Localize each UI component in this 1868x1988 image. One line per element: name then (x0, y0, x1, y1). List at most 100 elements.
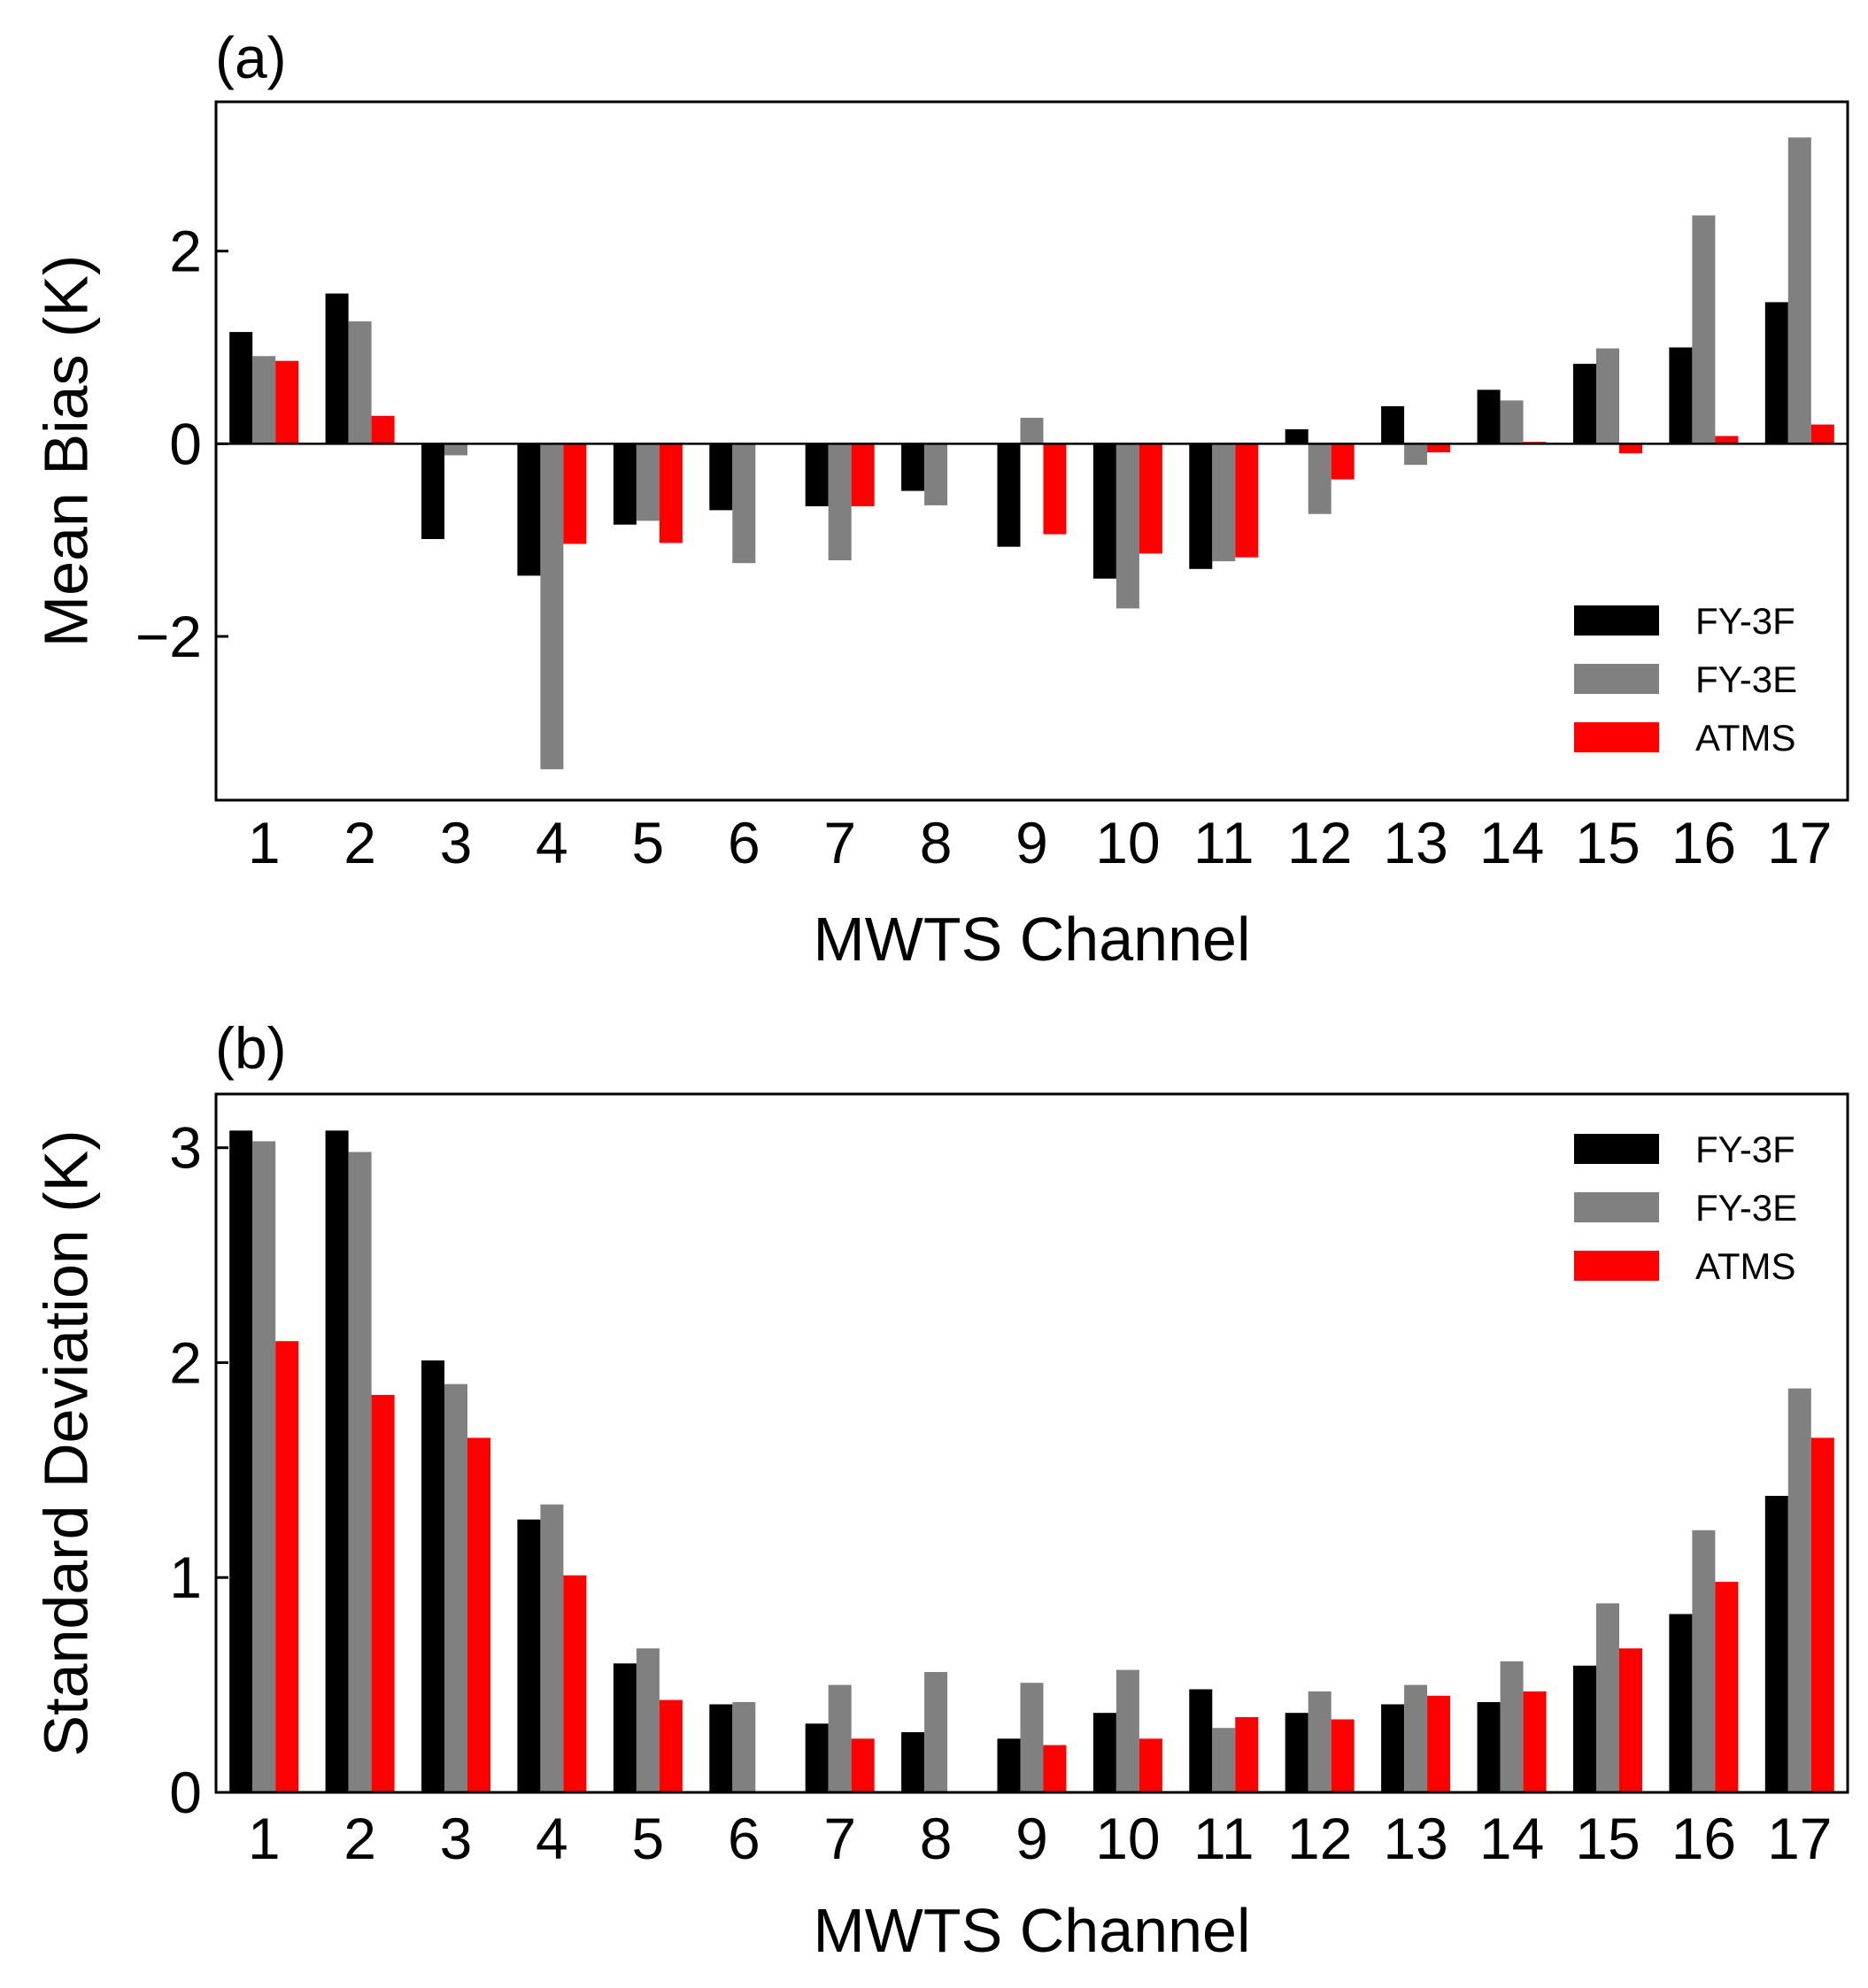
panel-a-bar-fy-3f-ch6 (709, 443, 733, 511)
panel-b-bar-fy-3e-ch5 (636, 1648, 660, 1792)
panel-a-x-ticks: 1 2 3 4 5 6 7 8 9 10 11 12 13 14 15 16 17 (248, 810, 1833, 875)
panel-a-x-tick-label: 15 (1575, 810, 1640, 875)
panel-b-bar-fy-3e-ch1 (252, 1141, 276, 1792)
panel-b-bar-fy-3e-ch14 (1500, 1661, 1524, 1792)
panel-a-y-tick-label: −2 (135, 604, 202, 669)
panel-b-bar-fy-3f-ch4 (517, 1519, 541, 1792)
panel-a: (a) −202 1 2 3 4 5 6 7 8 9 10 11 12 13 14 15 16 17 MWTS … (31, 25, 1849, 974)
panel-a-legend-label-atms: ATMS (1695, 717, 1796, 759)
panel-b-bar-atms-ch10 (1139, 1738, 1162, 1792)
panel-a-bar-fy-3f-ch10 (1092, 443, 1116, 579)
panel-a-bar-atms-ch11 (1235, 443, 1259, 558)
panel-b-bar-atms-ch4 (563, 1575, 587, 1792)
panel-a-bar-fy-3e-ch15 (1596, 348, 1619, 444)
panel-a-bar-fy-3f-ch2 (325, 293, 349, 444)
panel-a-bar-fy-3e-ch13 (1404, 443, 1428, 466)
panel-a-bar-fy-3f-ch9 (997, 443, 1021, 547)
panel-b-legend: FY-3F FY-3E ATMS (1574, 1129, 1797, 1287)
panel-a-x-tick-label: 3 (440, 810, 473, 875)
panel-b-frame (214, 1092, 1849, 1794)
panel-b-bar-fy-3e-ch4 (540, 1504, 564, 1792)
panel-b-x-tick-label: 10 (1095, 1806, 1160, 1871)
panel-a-bar-fy-3f-ch8 (901, 443, 925, 491)
panel-a-bar-fy-3f-ch4 (517, 443, 541, 576)
panel-b-legend-label-fy-3f: FY-3F (1695, 1129, 1795, 1170)
panel-b-bar-fy-3e-ch15 (1596, 1603, 1619, 1792)
panel-a-bar-fy-3f-ch11 (1189, 443, 1213, 569)
panel-a-y-ticks: −2 0 2 (135, 219, 228, 669)
panel-a-x-tick-label: 16 (1671, 810, 1736, 875)
panel-b-x-tick-label: 14 (1479, 1806, 1544, 1871)
panel-b-bar-fy-3f-ch14 (1477, 1702, 1501, 1792)
panel-a-bar-fy-3f-ch12 (1285, 429, 1308, 444)
panel-b-bar-fy-3e-ch9 (1020, 1683, 1044, 1792)
panel-b-bar-fy-3e-ch12 (1308, 1691, 1332, 1792)
panel-b-bar-atms-ch12 (1331, 1719, 1355, 1792)
panel-b-y-axis-title: Standard Deviation (K) (31, 1129, 100, 1756)
panel-a-bar-fy-3e-ch16 (1692, 215, 1716, 444)
panel-b-bar-fy-3f-ch2 (325, 1130, 349, 1792)
panel-b-label: (b) (215, 1015, 287, 1081)
panel-a-x-tick-label: 10 (1095, 810, 1160, 875)
panel-a-bar-atms-ch9 (1043, 443, 1067, 535)
panel-b-bar-atms-ch1 (275, 1341, 299, 1792)
panel-b-x-tick-label: 1 (248, 1806, 281, 1871)
panel-a-bar-atms-ch5 (659, 443, 683, 543)
panel-b-x-tick-label: 13 (1383, 1806, 1447, 1871)
panel-a-x-tick-label: 7 (823, 810, 856, 875)
panel-a-legend-swatch-fy-3f (1574, 605, 1659, 636)
panel-b-x-tick-label: 5 (632, 1806, 665, 1871)
panel-a-bar-atms-ch17 (1810, 424, 1834, 444)
panel-a-x-tick-label: 12 (1287, 810, 1352, 875)
panel-b-bar-atms-ch17 (1810, 1437, 1834, 1792)
panel-b-x-tick-label: 12 (1287, 1806, 1352, 1871)
panel-a-x-tick-label: 9 (1015, 810, 1048, 875)
panel-b-bar-fy-3e-ch7 (828, 1684, 852, 1792)
panel-b-x-ticks: 1 2 3 4 5 6 7 8 9 10 11 12 13 14 15 16 17 (248, 1806, 1833, 1871)
panel-b-bar-fy-3e-ch11 (1212, 1728, 1236, 1792)
panel-b-bar-fy-3e-ch6 (732, 1702, 756, 1792)
panel-b-bars (229, 1130, 1834, 1792)
panel-b-bar-fy-3e-ch2 (348, 1152, 372, 1792)
panel-b-x-tick-label: 8 (920, 1806, 953, 1871)
panel-b-y-tick-label: 2 (169, 1329, 202, 1395)
panel-a-bar-fy-3e-ch4 (540, 443, 564, 770)
panel-a-y-tick-label: 2 (169, 219, 202, 284)
panel-b-bar-fy-3e-ch8 (924, 1672, 948, 1792)
panel-b-bar-atms-ch2 (371, 1394, 395, 1792)
panel-b-bar-fy-3f-ch17 (1764, 1496, 1788, 1792)
panel-b-bar-atms-ch13 (1427, 1695, 1451, 1792)
panel-b-bar-fy-3f-ch12 (1285, 1713, 1308, 1792)
panel-b-x-tick-label: 15 (1575, 1806, 1640, 1871)
panel-b-legend-swatch-fy-3f (1574, 1134, 1659, 1164)
panel-b-bar-fy-3f-ch1 (229, 1130, 253, 1792)
panel-a-bar-fy-3e-ch2 (348, 321, 372, 444)
panel-a-legend-label-fy-3e: FY-3E (1695, 659, 1797, 700)
panel-b-bar-fy-3e-ch17 (1787, 1388, 1811, 1792)
panel-b-x-tick-label: 7 (823, 1806, 856, 1871)
panel-b-legend-label-fy-3e: FY-3E (1695, 1187, 1797, 1229)
panel-a-x-tick-label: 14 (1479, 810, 1544, 875)
panel-b-bar-atms-ch5 (659, 1699, 683, 1792)
panel-a-bar-fy-3e-ch9 (1020, 418, 1044, 444)
panel-b-bar-fy-3f-ch3 (421, 1360, 444, 1792)
panel-b-bar-atms-ch15 (1619, 1648, 1642, 1792)
panel-a-x-tick-label: 2 (343, 810, 376, 875)
panel-b-bar-fy-3f-ch8 (901, 1732, 925, 1792)
panel-a-bar-atms-ch4 (563, 443, 587, 544)
panel-b-legend-swatch-fy-3e (1574, 1192, 1659, 1222)
panel-b-bar-fy-3f-ch5 (613, 1663, 637, 1792)
panel-b-bar-fy-3e-ch10 (1115, 1669, 1139, 1792)
panel-a-y-tick-label: 0 (169, 411, 202, 476)
panel-a-bar-fy-3e-ch8 (924, 443, 948, 505)
panel-a-bars (229, 137, 1834, 770)
panel-a-label: (a) (215, 25, 287, 90)
panel-b-x-tick-label: 4 (536, 1806, 568, 1871)
panel-a-bar-atms-ch16 (1715, 435, 1739, 444)
panel-a-x-tick-label: 1 (248, 810, 281, 875)
panel-b-x-tick-label: 9 (1015, 1806, 1048, 1871)
panel-a-bar-fy-3f-ch16 (1669, 347, 1693, 444)
panel-b-x-tick-label: 3 (440, 1806, 473, 1871)
panel-b-bar-atms-ch3 (467, 1437, 490, 1792)
panel-b-bar-atms-ch11 (1235, 1717, 1259, 1792)
